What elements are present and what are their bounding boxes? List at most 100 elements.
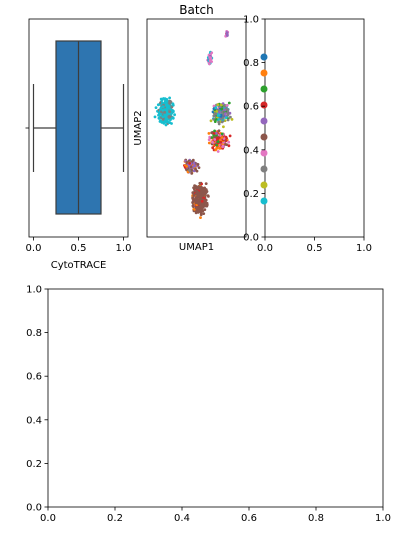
- umap-point: [210, 136, 214, 139]
- umap-point: [226, 113, 230, 117]
- umap-point: [217, 113, 221, 117]
- umap-point: [226, 34, 229, 37]
- umap-point: [211, 110, 215, 114]
- umap-point: [222, 125, 225, 129]
- x-tick-label: 0.4: [174, 513, 190, 524]
- umap-point: [199, 193, 202, 197]
- umap-point: [204, 182, 208, 186]
- umap-point: [212, 132, 216, 135]
- x-tick-label: 1.0: [375, 513, 391, 524]
- umap-point: [197, 185, 201, 189]
- umap-point: [171, 102, 175, 106]
- y-tick-label: 1.0: [26, 285, 42, 296]
- umap-point: [226, 118, 230, 122]
- umap-point: [221, 145, 225, 149]
- umap-point: [168, 102, 172, 105]
- x-axis-label: CytoTRACE: [51, 260, 107, 271]
- umap-point: [158, 112, 162, 116]
- x-tick-label: 0.8: [308, 513, 324, 524]
- umap-point: [225, 104, 229, 107]
- umap-point: [213, 129, 217, 133]
- legend-marker: [260, 69, 268, 77]
- umap-point: [164, 102, 168, 105]
- umap-point: [197, 209, 201, 213]
- umap-point: [171, 116, 175, 120]
- umap-point: [158, 120, 162, 123]
- umap-point: [196, 194, 200, 198]
- umap-point: [185, 164, 189, 168]
- umap-point: [215, 137, 219, 141]
- umap-point: [207, 132, 211, 135]
- umap-point: [212, 104, 216, 108]
- y-axis-label: UMAP2: [133, 110, 144, 145]
- umap-point: [171, 109, 175, 113]
- umap-point: [208, 135, 212, 139]
- umap-point: [209, 119, 213, 123]
- umap-point: [191, 191, 195, 195]
- umap-point: [198, 181, 202, 185]
- umap-point: [200, 209, 204, 213]
- x-tick-label: 0.0: [26, 243, 42, 254]
- y-tick-label: 0.8: [26, 328, 42, 339]
- umap-point: [210, 131, 214, 135]
- umap-point: [192, 161, 196, 165]
- umap-point: [214, 106, 218, 110]
- umap-point: [220, 110, 224, 114]
- umap-point: [167, 112, 171, 116]
- umap-point: [163, 111, 167, 114]
- umap-point: [200, 199, 204, 203]
- y-tick-label: 0.8: [243, 58, 259, 69]
- umap-point: [208, 62, 211, 66]
- umap-point: [227, 144, 231, 148]
- umap-point: [226, 108, 230, 112]
- umap-point: [213, 138, 217, 141]
- umap-point: [197, 166, 201, 170]
- legend-marker: [260, 181, 268, 189]
- umap-point: [208, 56, 212, 59]
- umap-point: [229, 115, 232, 119]
- umap-point: [161, 118, 165, 121]
- legend-marker: [260, 117, 268, 125]
- umap-point: [161, 105, 165, 109]
- umap-point: [213, 120, 217, 123]
- umap-point: [230, 118, 234, 121]
- umap-point: [192, 186, 196, 190]
- umap-point: [190, 172, 194, 175]
- umap-point: [204, 201, 208, 205]
- umap-point: [173, 113, 177, 117]
- umap-point: [207, 195, 210, 198]
- umap-point: [168, 96, 172, 100]
- x-tick-label: 0.2: [107, 513, 123, 524]
- axes-frame: [47, 288, 384, 508]
- umap-point: [194, 167, 198, 171]
- umap-point: [220, 117, 224, 120]
- umap-point: [191, 200, 195, 203]
- umap-point: [224, 116, 228, 119]
- umap-point: [226, 111, 230, 115]
- umap-point: [191, 196, 195, 200]
- umap-point: [196, 163, 200, 166]
- umap-point: [219, 103, 223, 107]
- legend-marker: [260, 197, 268, 205]
- umap-point: [207, 141, 211, 145]
- umap-point: [216, 103, 220, 107]
- umap-point: [220, 132, 224, 136]
- x-tick-label: 0.5: [307, 243, 323, 254]
- umap-point: [211, 140, 214, 144]
- x-tick-label: 0.0: [40, 513, 56, 524]
- umap-point: [167, 115, 171, 119]
- umap-point: [212, 114, 216, 118]
- umap-point: [207, 138, 211, 142]
- umap-point: [203, 208, 207, 212]
- umap-point: [168, 110, 172, 113]
- umap-point: [191, 158, 195, 162]
- umap-point: [189, 165, 193, 169]
- umap-point: [170, 112, 173, 115]
- umap-point: [194, 201, 198, 205]
- umap-point: [198, 202, 202, 206]
- umap-point: [225, 143, 229, 147]
- umap-point: [154, 106, 158, 109]
- umap-point: [210, 51, 214, 55]
- cytotrace-boxplot-panel: 0.0 0.5 1.0 CytoTRACE: [25, 18, 131, 271]
